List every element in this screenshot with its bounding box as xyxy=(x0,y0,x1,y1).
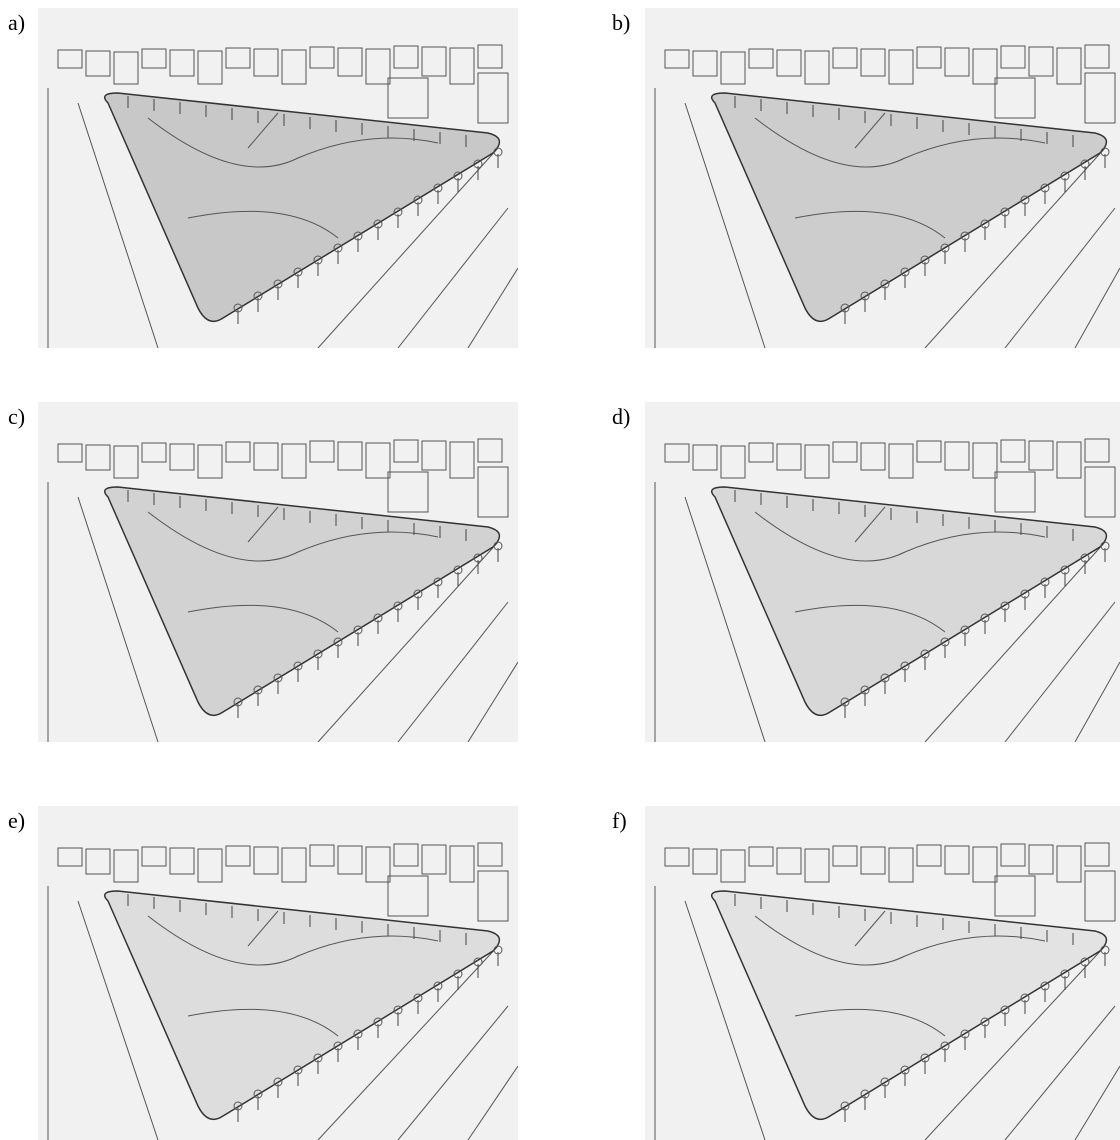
panel-label: c) xyxy=(8,404,25,430)
sketch xyxy=(38,806,518,1140)
panel-label: f) xyxy=(612,808,627,834)
sketch xyxy=(645,806,1120,1140)
panel-label: e) xyxy=(8,808,25,834)
panel-label: b) xyxy=(612,10,630,36)
panel-label: d) xyxy=(612,404,630,430)
sketch xyxy=(645,8,1120,348)
sketch xyxy=(38,8,518,348)
sketch xyxy=(645,402,1120,742)
sketch xyxy=(38,402,518,742)
figure: a)b)c)d)e)f) (() => { const data = JSON.… xyxy=(0,0,1120,1140)
panel-label: a) xyxy=(8,10,25,36)
